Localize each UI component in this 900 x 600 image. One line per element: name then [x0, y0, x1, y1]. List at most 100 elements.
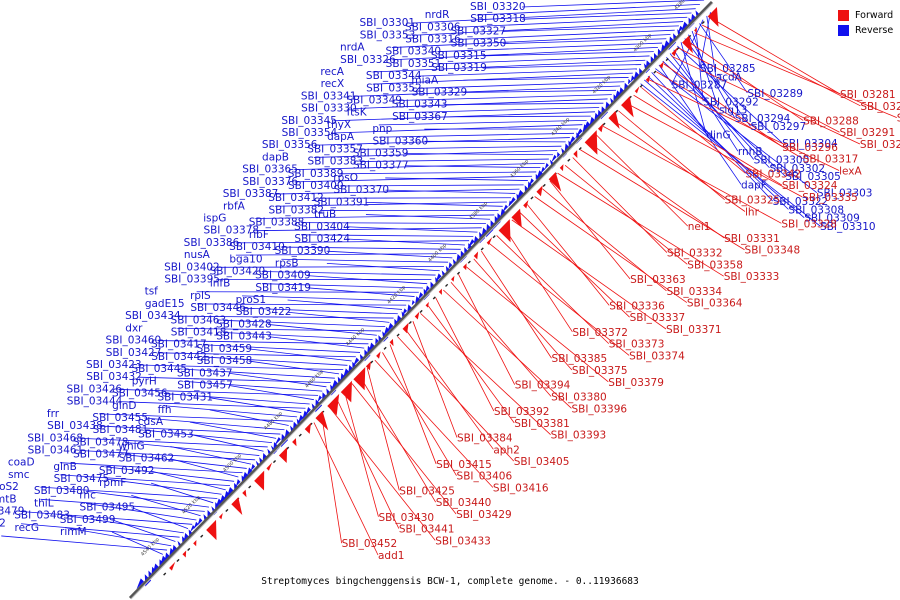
label-connector [640, 87, 746, 174]
reverse-gene-label: SBI_03427 [106, 347, 162, 359]
label-connector [450, 281, 552, 397]
reverse-gene-label: cdsA [138, 416, 164, 428]
forward-gene-arrow [340, 380, 352, 403]
reverse-gene-label: SBI_03308 [788, 204, 844, 216]
forward-gene-label: SBI_03429 [456, 509, 512, 521]
reverse-gene-label: SBI_03352 [366, 82, 422, 94]
forward-gene-label: SBI_03406 [457, 471, 513, 483]
label-connector [131, 507, 189, 529]
label-connector [679, 48, 840, 133]
reverse-gene-arrow [284, 429, 290, 438]
reverse-gene-label: SBI_03390 [275, 245, 331, 257]
label-connector [20, 523, 180, 538]
feature-marker [492, 235, 496, 239]
label-connector [307, 275, 428, 285]
label-connector [170, 458, 239, 478]
label-connector [437, 55, 650, 65]
label-connector [444, 115, 591, 118]
reverse-gene-label: SBI_03475 [54, 473, 110, 485]
reverse-gene-arrow [236, 479, 241, 487]
reverse-gene-label: SBI_03345 [281, 115, 337, 127]
scale-tick-label: 4340 kbp [550, 117, 571, 138]
label-connector [374, 359, 494, 488]
label-connector [398, 94, 612, 101]
label-connector [701, 24, 861, 107]
label-connector [313, 422, 379, 556]
label-connector [307, 287, 415, 297]
label-connector [203, 344, 361, 353]
reverse-gene-label: SBI_03409 [255, 270, 311, 282]
reverse-gene-label: SBI_03351 [386, 58, 442, 70]
feature-marker [445, 283, 449, 287]
reverse-gene-label: tsf [145, 286, 159, 298]
label-connector [99, 425, 281, 435]
label-connector [640, 83, 821, 227]
reverse-gene-arrow [188, 529, 193, 536]
label-connector [391, 34, 671, 48]
reverse-gene-label: SBI_03478 [73, 436, 129, 448]
reverse-gene-label: SBI_03360 [373, 135, 429, 147]
reverse-gene-arrow [411, 300, 415, 306]
forward-gene-label: SBI_03364 [687, 298, 743, 310]
reverse-gene-label: SBI_03344 [366, 70, 422, 82]
label-connector [610, 118, 746, 212]
label-connector [105, 478, 222, 495]
label-connector [389, 344, 437, 465]
label-connector [572, 157, 668, 253]
feature-marker [467, 260, 471, 264]
label-connector [118, 389, 319, 396]
feature-marker [383, 346, 387, 350]
reverse-gene-label: SBI_03353 [360, 29, 416, 41]
reverse-gene-label: SBI_03300 [754, 154, 810, 166]
forward-gene-label: SBI_03379 [608, 377, 664, 389]
forward-gene-arrow [536, 185, 543, 197]
forward-gene-label: SBI_03293 [860, 139, 900, 151]
reverse-gene-label: SBI_03420 [210, 265, 266, 277]
forward-gene-label: SBI_03396 [571, 403, 627, 415]
label-connector [274, 201, 507, 207]
legend-item-forward: Forward [838, 8, 893, 23]
label-connector [658, 64, 742, 185]
feature-marker [225, 508, 229, 512]
label-connector [321, 414, 343, 544]
label-connector [372, 72, 633, 85]
reverse-gene-label: SBI_03462 [119, 453, 175, 465]
reverse-gene-arrow [508, 200, 513, 207]
reverse-gene-label: sig13 [719, 105, 747, 117]
reverse-gene-label: SBI_03287 [672, 80, 728, 92]
feature-marker [370, 360, 374, 364]
label-connector [196, 303, 407, 306]
label-connector [157, 340, 369, 345]
reverse-gene-label: SBI_03453 [138, 428, 194, 440]
label-connector [157, 352, 356, 358]
reverse-gene-arrow [544, 162, 549, 170]
label-connector [336, 398, 400, 529]
label-connector [85, 503, 197, 521]
genome-backbone [128, 0, 714, 600]
label-connector [333, 111, 596, 122]
forward-gene-label: SBI_03342 [745, 168, 801, 180]
reverse-gene-arrow [425, 285, 430, 293]
label-connector [372, 59, 646, 73]
reverse-gene-label: SBI_03422 [236, 306, 292, 318]
label-connector [353, 98, 608, 110]
forward-gene-arrow [597, 123, 604, 133]
forward-gene-label: SBI_03433 [435, 535, 491, 547]
forward-gene-label: SBI_03371 [666, 324, 722, 336]
label-connector [412, 321, 458, 438]
label-connector [344, 391, 379, 517]
forward-gene-label: SBI_03430 [378, 512, 434, 524]
reverse-gene-arrow [241, 475, 246, 483]
forward-gene-arrow [278, 447, 288, 464]
reverse-gene-label: SBI_03461 [28, 444, 84, 456]
scale-tick-label: 4440 kbp [345, 327, 366, 348]
reverse-gene-label: SBI_03492 [99, 465, 155, 477]
reverse-gene-label: miaA [411, 74, 439, 86]
forward-gene-label: SBI_03372 [572, 327, 628, 339]
label-connector [248, 360, 340, 375]
label-connector [300, 234, 474, 237]
legend: Forward Reverse [838, 8, 893, 38]
feature-marker [408, 321, 412, 325]
label-connector [352, 85, 621, 97]
label-connector [398, 107, 600, 114]
